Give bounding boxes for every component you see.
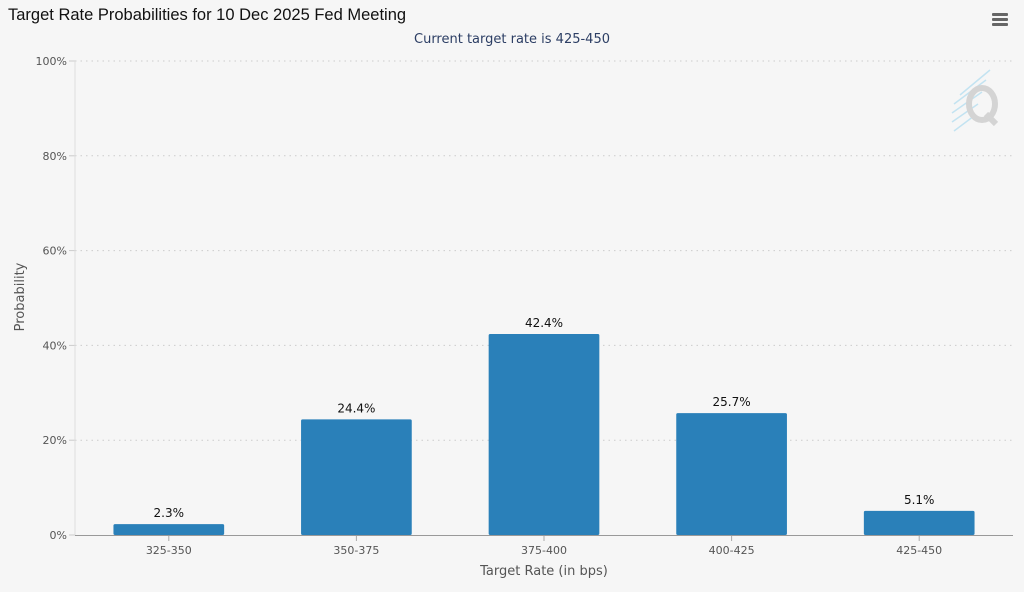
menu-icon-bar xyxy=(992,23,1008,26)
chart-subtitle: Current target rate is 425-450 xyxy=(414,32,610,47)
bars: 2.3% 24.4% 42.4% 25.7% 5.1% xyxy=(113,316,975,535)
menu-icon-bar xyxy=(992,13,1008,16)
x-axis-title: Target Rate (in bps) xyxy=(479,564,608,579)
y-tick-label: 60% xyxy=(43,245,67,258)
hamburger-menu-button[interactable] xyxy=(986,8,1014,32)
quikstrike-logo-icon xyxy=(951,69,999,132)
x-tick-label: 425-450 xyxy=(896,544,942,557)
menu-icon-bar xyxy=(992,18,1008,21)
x-tick-label: 350-375 xyxy=(333,544,379,557)
y-tick-label: 80% xyxy=(43,150,67,163)
y-tick-label: 40% xyxy=(43,339,67,352)
y-tick-label: 0% xyxy=(50,529,67,542)
bar[interactable] xyxy=(301,419,412,535)
bar-data-label: 24.4% xyxy=(337,401,375,415)
y-axis: 0% 20% 40% 60% 80% 100% xyxy=(36,55,76,542)
y-axis-title: Probability xyxy=(13,262,28,331)
bar[interactable] xyxy=(676,413,787,535)
x-tick-label: 325-350 xyxy=(146,544,192,557)
bar-data-label: 2.3% xyxy=(154,506,185,520)
page-title: Target Rate Probabilities for 10 Dec 202… xyxy=(8,6,407,24)
y-tick-label: 100% xyxy=(36,55,67,68)
y-tick-label: 20% xyxy=(43,434,67,447)
bar-data-label: 5.1% xyxy=(904,493,935,507)
bar[interactable] xyxy=(863,510,975,535)
bar-data-label: 42.4% xyxy=(525,316,563,330)
bar[interactable] xyxy=(488,334,600,535)
x-tick-label: 375-400 xyxy=(521,544,567,557)
bar-data-label: 25.7% xyxy=(713,395,751,409)
x-axis: 325-350 350-375 375-400 400-425 425-450 xyxy=(75,535,1013,557)
x-tick-label: 400-425 xyxy=(709,544,755,557)
bar[interactable] xyxy=(113,524,225,535)
